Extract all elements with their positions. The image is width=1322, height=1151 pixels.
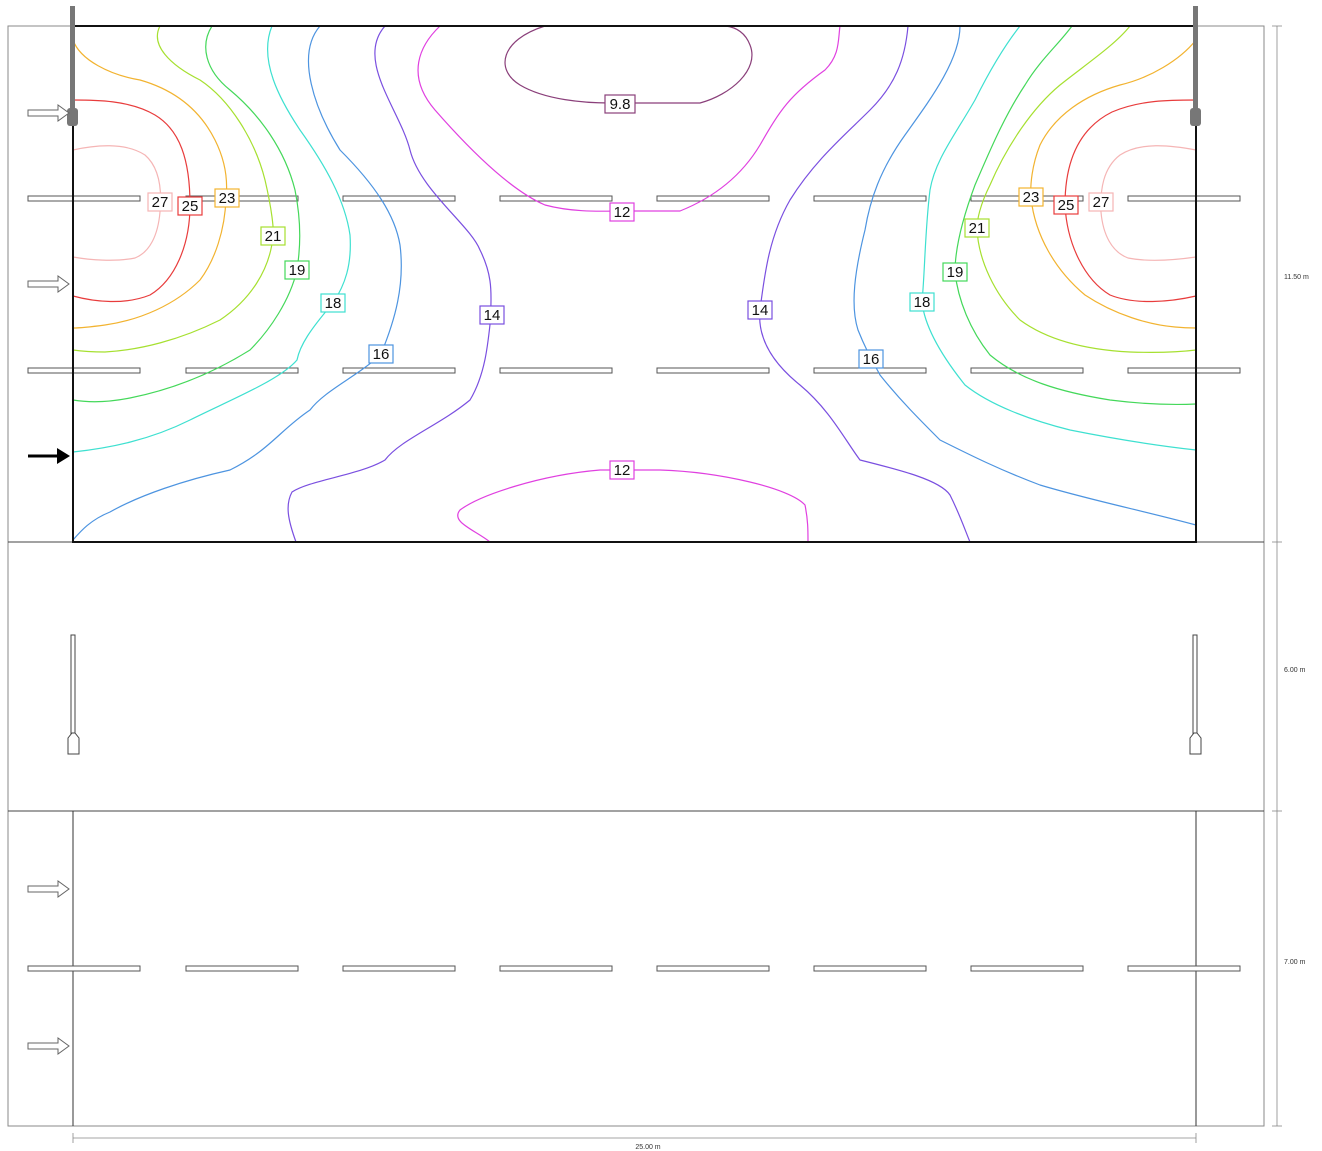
contour-27-right — [1100, 145, 1197, 261]
label-text: 19 — [289, 262, 306, 279]
isoline-label: 21 — [260, 226, 286, 246]
street-light-pole-icon — [67, 6, 78, 126]
label-text: 14 — [752, 302, 769, 319]
traffic-direction-arrow-icon — [27, 880, 70, 898]
isoline-labels: 9.8 12 12 14 14 16 16 18 — [147, 94, 1114, 480]
traffic-direction-arrow-icon — [27, 275, 70, 293]
dimension-label-bottom: 7.00 m — [1284, 959, 1306, 966]
isoline-label: 12 — [609, 460, 635, 480]
isoline-label: 19 — [284, 260, 310, 280]
isoline-label: 19 — [942, 262, 968, 282]
label-text: 18 — [914, 294, 931, 311]
contour-14-left — [287, 25, 492, 543]
dimension-label-middle: 6.00 m — [1284, 667, 1306, 674]
observer-position-arrow-icon — [28, 448, 70, 464]
isoline-label: 23 — [214, 188, 240, 208]
contour-9-8 — [504, 25, 753, 104]
label-text: 14 — [484, 307, 501, 324]
contour-16-right — [853, 25, 1197, 526]
street-light-pole-icon — [67, 634, 80, 755]
isoline-label: 25 — [177, 196, 203, 216]
contour-14-right — [759, 25, 971, 543]
lane-markings-upper — [27, 195, 1241, 202]
lane-markings-lower — [27, 965, 1241, 972]
contour-18-right — [921, 25, 1197, 451]
outer-frame — [7, 25, 1265, 1127]
label-text: 18 — [325, 295, 342, 312]
label-text: 21 — [265, 228, 282, 245]
isoline-label: 9.8 — [604, 94, 636, 114]
label-text: 23 — [1023, 189, 1040, 206]
dimension-label-top: 11.50 m — [1284, 274, 1309, 281]
lane-markings-middle — [27, 367, 1241, 374]
calculation-field-border — [72, 25, 1197, 543]
label-text: 25 — [1058, 197, 1075, 214]
label-text: 19 — [947, 264, 964, 281]
isoline-label: 14 — [479, 305, 505, 325]
street-light-pole-icon — [1190, 6, 1201, 126]
isoline-label: 18 — [320, 293, 346, 313]
isoline-label: 16 — [368, 344, 394, 364]
isoline-label: 25 — [1053, 195, 1079, 215]
contour-16-left — [72, 25, 402, 541]
contour-21-right — [976, 25, 1197, 353]
contour-19-right — [954, 25, 1197, 406]
isoline-label: 14 — [747, 300, 773, 320]
label-text: 27 — [1093, 194, 1110, 211]
traffic-direction-arrow-icon — [27, 104, 70, 122]
isoline-label: 18 — [909, 292, 935, 312]
isoline-label: 23 — [1018, 187, 1044, 207]
isoline-label: 21 — [964, 218, 990, 238]
label-text: 23 — [219, 190, 236, 207]
vertical-dimension: 11.50 m 6.00 m 7.00 m — [1272, 25, 1309, 1127]
label-text: 16 — [373, 346, 390, 363]
isoline-label: 27 — [1088, 192, 1114, 212]
isoline-label: 27 — [147, 192, 173, 212]
contour-18-left — [72, 25, 351, 453]
label-text: 9.8 — [610, 96, 631, 113]
horizontal-dimension: 25.00 m — [72, 1133, 1197, 1151]
dimension-label-width: 25.00 m — [635, 1144, 660, 1151]
street-light-pole-icon — [1189, 634, 1202, 755]
isoline-label: 12 — [609, 202, 635, 222]
label-text: 12 — [614, 204, 631, 221]
label-text: 25 — [182, 198, 199, 215]
traffic-direction-arrow-icon — [27, 1037, 70, 1055]
label-text: 16 — [863, 351, 880, 368]
label-text: 21 — [969, 220, 986, 237]
label-text: 27 — [152, 194, 169, 211]
contour-12-top — [417, 25, 841, 212]
contour-12-bottom — [457, 469, 809, 543]
contour-23-right — [1030, 39, 1197, 329]
road-sections — [7, 25, 1265, 1127]
label-box — [604, 94, 636, 114]
contour-27-left — [72, 145, 162, 261]
contour-21-left — [72, 25, 274, 353]
isoline-label: 16 — [858, 349, 884, 369]
label-text: 12 — [614, 462, 631, 479]
